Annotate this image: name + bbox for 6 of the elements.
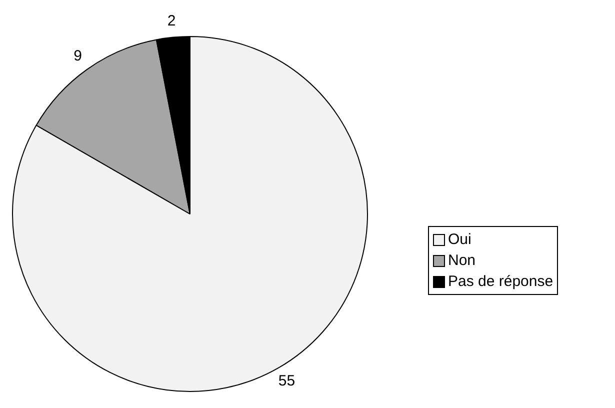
legend-label: Pas de réponse (448, 272, 554, 292)
data-label: 55 (278, 372, 296, 390)
legend-label: Oui (448, 230, 472, 250)
data-label: 2 (167, 12, 176, 30)
data-label: 9 (74, 48, 82, 65)
legend-label: Non (448, 251, 476, 271)
